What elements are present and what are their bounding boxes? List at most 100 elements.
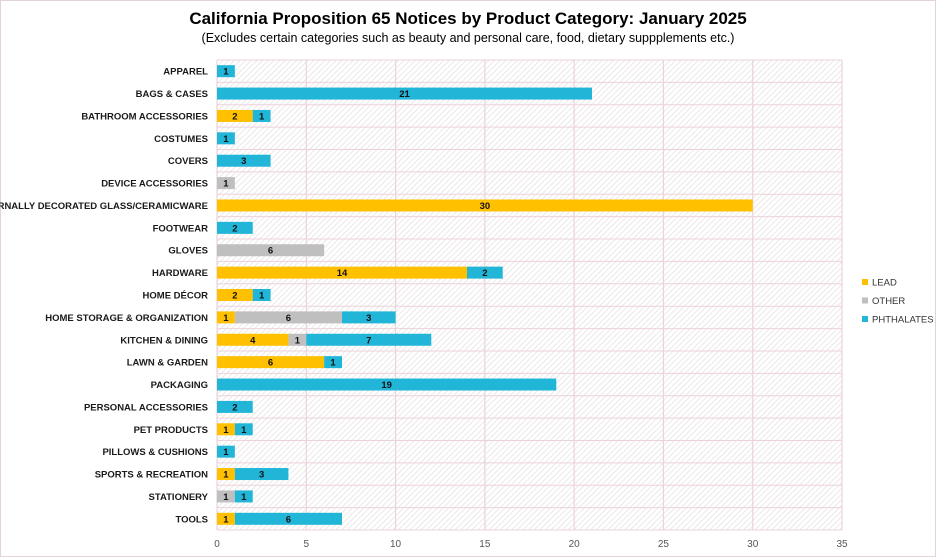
data-label: 1 [223, 134, 229, 145]
bar-phthalates [467, 266, 503, 279]
bar-phthalates [342, 311, 396, 324]
bar-lead [217, 266, 467, 279]
category-label: DEVICE ACCESSORIES [101, 179, 208, 190]
data-label: 2 [232, 402, 237, 413]
bar-phthalates [324, 356, 342, 369]
data-label: 1 [223, 179, 229, 190]
data-label: 2 [232, 111, 237, 122]
bar-phthalates [234, 468, 289, 481]
bar-lead [217, 199, 753, 212]
category-label: PET PRODUCTS [134, 425, 208, 436]
x-tick-label: 35 [836, 539, 848, 550]
bar-other [288, 333, 307, 346]
bar-phthalates [234, 423, 253, 436]
data-label: 1 [223, 447, 229, 458]
data-label: 6 [286, 514, 291, 525]
data-label: 21 [399, 89, 410, 100]
bar-other [234, 311, 342, 324]
category-label: HOME STORAGE & ORGANIZATION [45, 313, 208, 324]
legend-label: OTHER [872, 296, 905, 307]
x-tick-label: 5 [304, 539, 310, 550]
bar-phthalates [217, 65, 235, 78]
data-label: 2 [232, 223, 237, 234]
data-label: 4 [250, 335, 256, 346]
bar-lead [217, 109, 253, 122]
data-label: 14 [337, 268, 348, 279]
plot-area [217, 60, 842, 530]
category-label: GLOVES [168, 246, 208, 257]
data-label: 1 [259, 111, 265, 122]
data-label: 1 [223, 514, 229, 525]
chart-subtitle: (Excludes certain categories such as bea… [201, 31, 735, 45]
bar-other [217, 490, 235, 503]
bar-phthalates [217, 378, 557, 391]
legend-swatch-lead [862, 279, 868, 285]
legend-label: LEAD [872, 278, 897, 289]
data-label: 6 [268, 246, 273, 257]
bar-phthalates [217, 87, 592, 100]
data-label: 6 [268, 358, 273, 369]
data-label: 3 [366, 313, 371, 324]
bar-phthalates [217, 154, 271, 167]
legend-label: PHTHALATES [872, 315, 934, 326]
data-label: 1 [223, 492, 229, 503]
bar-other [217, 177, 235, 190]
x-tick-label: 20 [569, 539, 581, 550]
bar-lead [217, 333, 289, 346]
data-label: 1 [330, 358, 336, 369]
bar-lead [217, 356, 325, 369]
category-label: BAGS & CASES [136, 89, 208, 100]
data-label: 2 [482, 268, 487, 279]
data-label: 1 [223, 67, 229, 78]
data-label: 1 [241, 492, 247, 503]
data-label: 3 [259, 470, 264, 481]
category-label: STATIONERY [149, 492, 209, 503]
category-label: LAWN & GARDEN [127, 358, 208, 369]
category-label: BATHROOM ACCESSORIES [81, 111, 208, 122]
category-label: TOOLS [175, 514, 208, 525]
data-label: 6 [286, 313, 291, 324]
bar-phthalates [217, 445, 235, 458]
bar-phthalates [217, 400, 253, 413]
category-label: KITCHEN & DINING [120, 335, 208, 346]
category-label: COVERS [168, 156, 208, 167]
bar-lead [217, 289, 253, 301]
bar-phthalates [234, 490, 253, 503]
x-tick-label: 25 [658, 539, 670, 550]
x-tick-label: 0 [214, 539, 220, 550]
bar-lead [217, 311, 235, 324]
x-tick-label: 10 [390, 539, 402, 550]
data-label: 1 [223, 470, 229, 481]
category-label: PERSONAL ACCESSORIES [84, 402, 208, 413]
data-label: 1 [259, 291, 265, 302]
data-label: 19 [381, 380, 392, 391]
category-label: APPAREL [163, 67, 208, 78]
bar-phthalates [252, 109, 271, 122]
category-label: HARDWARE [152, 268, 208, 279]
data-label: 30 [480, 201, 491, 212]
category-label: COSTUMES [154, 134, 208, 145]
bar-other [217, 244, 325, 257]
legend-swatch-other [862, 297, 868, 304]
bar-lead [217, 512, 235, 525]
data-label: 1 [223, 425, 229, 436]
bar-phthalates [252, 289, 271, 301]
bar-lead [217, 423, 235, 436]
data-label: 2 [232, 291, 237, 302]
category-label: EXTERNALLY DECORATED GLASS/CERAMICWARE [0, 201, 208, 212]
data-label: 1 [223, 313, 229, 324]
bar-phthalates [234, 512, 342, 525]
chart-title: California Proposition 65 Notices by Pro… [189, 9, 747, 28]
bar-phthalates [217, 132, 235, 145]
category-label: SPORTS & RECREATION [95, 470, 208, 481]
bar-phthalates [217, 221, 253, 234]
x-tick-label: 30 [747, 539, 759, 550]
category-label: PACKAGING [151, 380, 208, 391]
category-label: HOME DÉCOR [143, 291, 209, 302]
data-label: 3 [241, 156, 246, 167]
data-label: 1 [241, 425, 247, 436]
bar-lead [217, 468, 235, 481]
x-tick-label: 15 [479, 539, 491, 550]
legend-swatch-phthalates [862, 316, 868, 322]
